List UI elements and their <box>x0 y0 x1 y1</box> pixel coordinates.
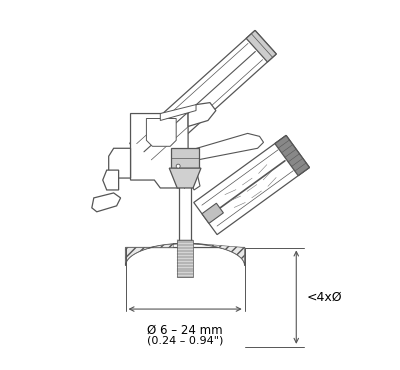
Text: <4xØ: <4xØ <box>306 291 342 304</box>
Polygon shape <box>179 168 191 275</box>
Circle shape <box>176 164 180 168</box>
Polygon shape <box>160 105 196 121</box>
Polygon shape <box>275 135 310 176</box>
Polygon shape <box>130 30 276 167</box>
Polygon shape <box>246 30 276 62</box>
Polygon shape <box>178 150 200 190</box>
Polygon shape <box>188 102 216 127</box>
Polygon shape <box>103 170 119 190</box>
Text: (0.24 – 0.94"): (0.24 – 0.94") <box>147 336 223 346</box>
Polygon shape <box>92 193 121 212</box>
Polygon shape <box>202 203 223 223</box>
Polygon shape <box>190 134 264 160</box>
Polygon shape <box>194 135 310 235</box>
Polygon shape <box>171 148 199 168</box>
Polygon shape <box>146 118 176 146</box>
Polygon shape <box>130 114 188 188</box>
Text: Ø 6 – 24 mm: Ø 6 – 24 mm <box>147 324 223 337</box>
Polygon shape <box>169 168 201 188</box>
Polygon shape <box>126 243 186 265</box>
Polygon shape <box>177 240 193 277</box>
Polygon shape <box>186 243 245 265</box>
Polygon shape <box>126 243 245 265</box>
Polygon shape <box>109 148 130 178</box>
